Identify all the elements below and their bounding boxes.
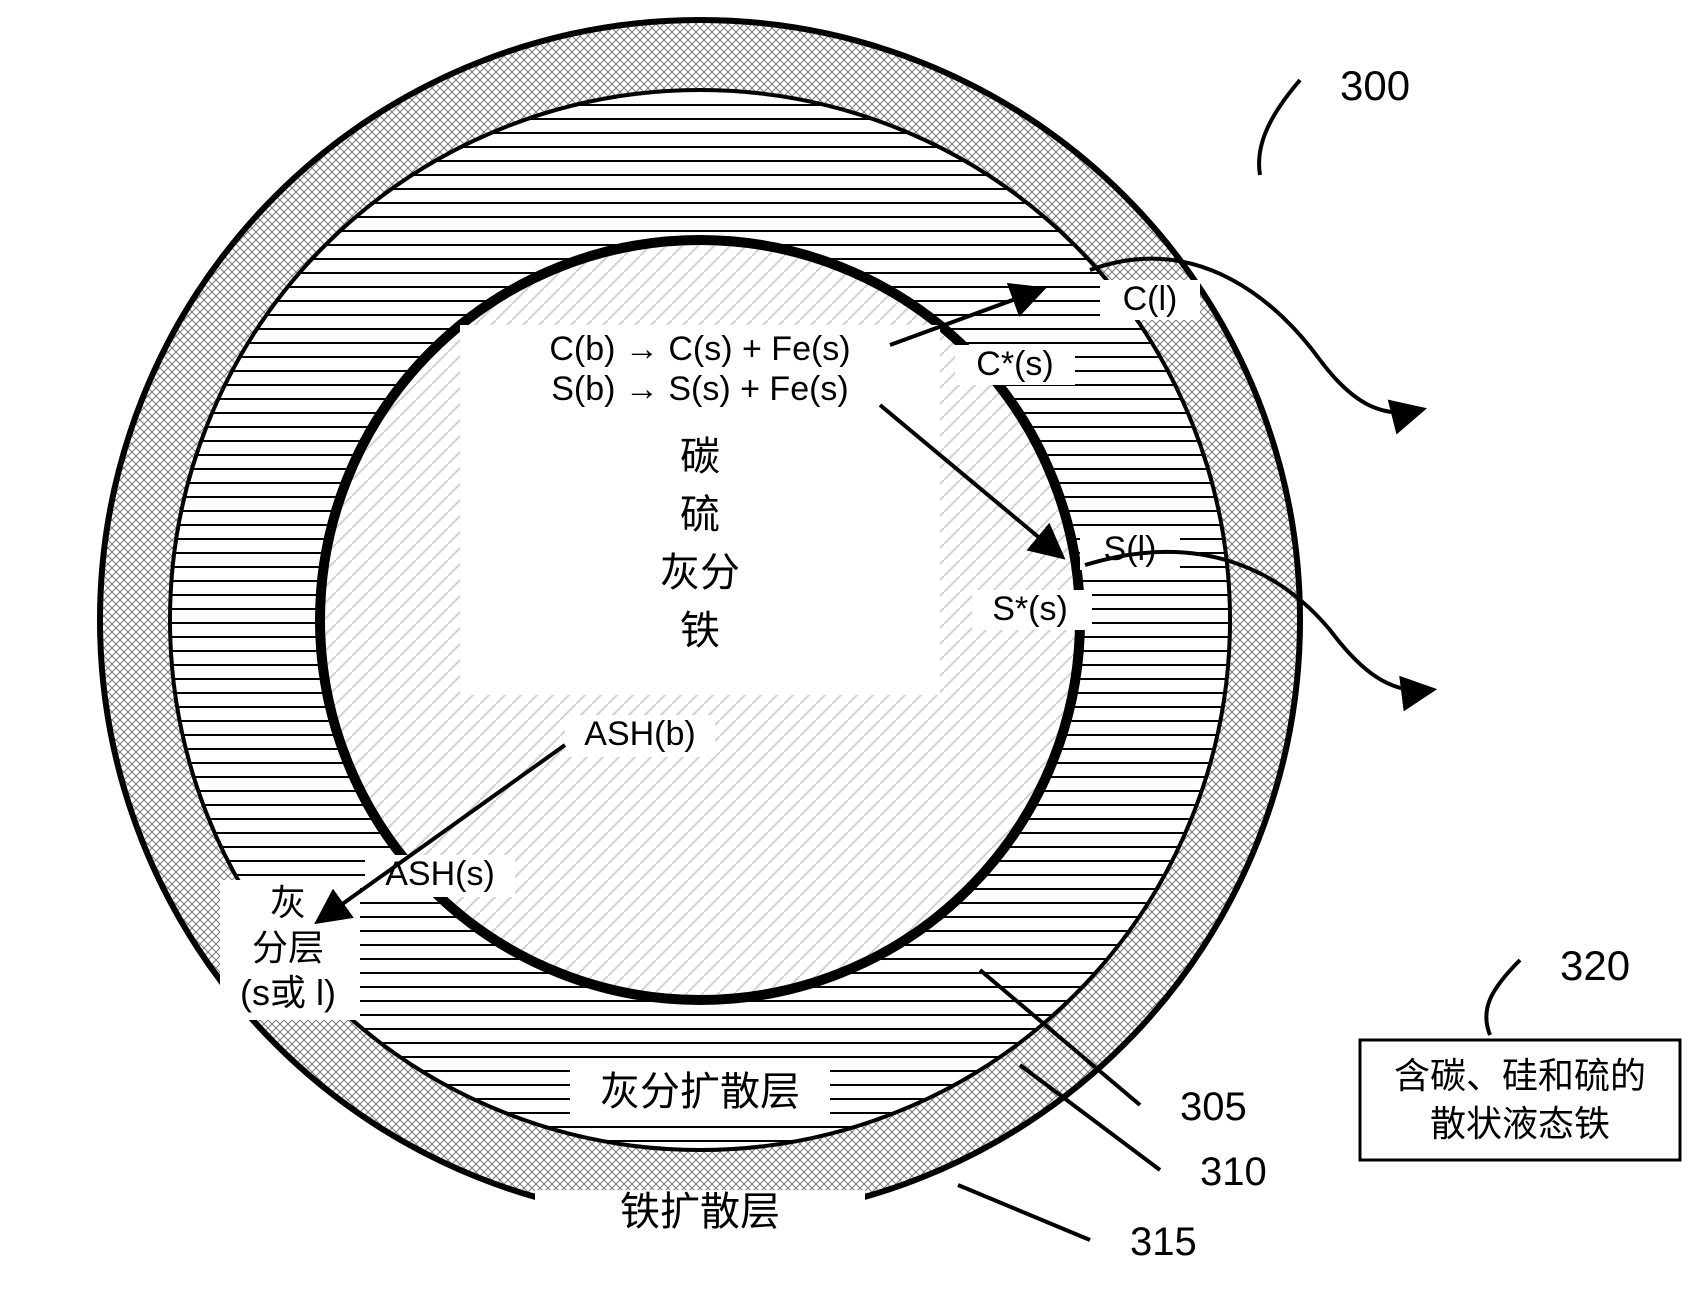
- core-component-3: 铁: [680, 609, 720, 653]
- core-component-2: 灰分: [660, 551, 740, 595]
- reaction-line-2: S(b) → S(s) + Fe(s): [551, 370, 849, 408]
- s-star-label: S*(s): [992, 590, 1068, 628]
- ref-305: 305: [1180, 1085, 1247, 1129]
- ash-layer-l1: 灰: [270, 882, 306, 923]
- s-l-label: S(l): [1104, 530, 1157, 568]
- ref-300: 300: [1340, 62, 1410, 109]
- c-l-label: C(l): [1123, 280, 1178, 318]
- ash-layer-l3: (s或 l): [240, 972, 336, 1013]
- reaction-line-1: C(b) → C(s) + Fe(s): [549, 330, 850, 368]
- ash-layer-l2: 分层: [252, 927, 324, 968]
- ref-310: 310: [1200, 1150, 1267, 1194]
- box-320-line1: 含碳、硅和硫的: [1394, 1055, 1646, 1096]
- ash-diffusion-label: 灰分扩散层: [600, 1070, 800, 1114]
- ash-b-label: ASH(b): [584, 715, 695, 753]
- box-320-line2: 散状液态铁: [1430, 1103, 1610, 1144]
- core-component-0: 碳: [680, 435, 720, 479]
- ref-315: 315: [1130, 1220, 1197, 1264]
- iron-diffusion-label: 铁扩散层: [620, 1190, 780, 1234]
- core-component-1: 硫: [680, 493, 720, 537]
- c-star-label: C*(s): [976, 345, 1053, 383]
- ref-320: 320: [1560, 942, 1630, 989]
